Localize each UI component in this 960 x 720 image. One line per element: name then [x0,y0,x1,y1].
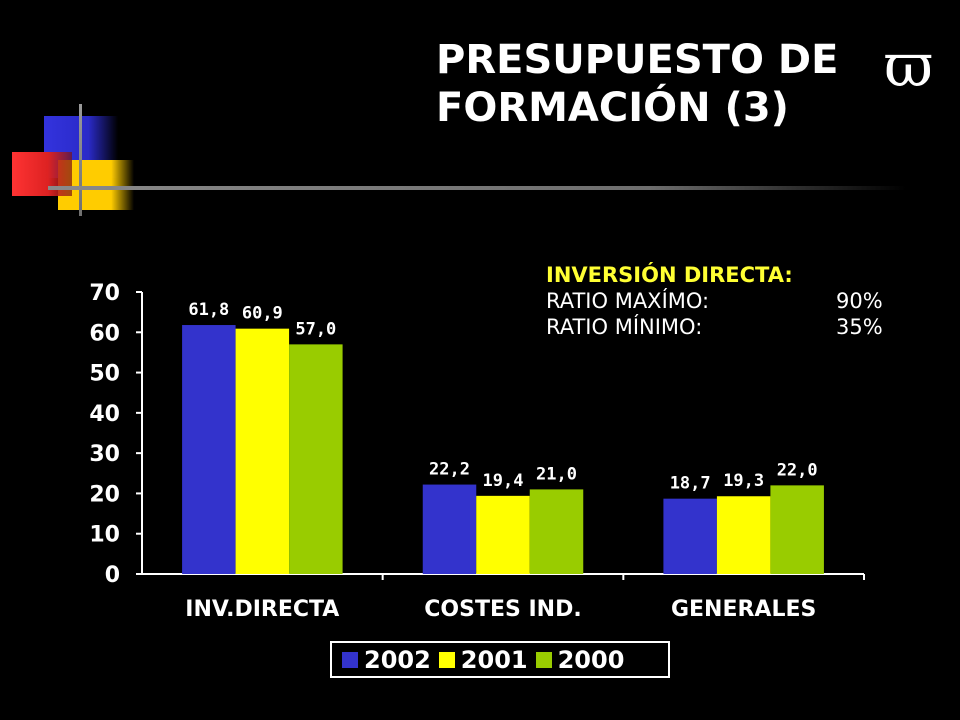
data-label-2000-0: 57,0 [295,319,336,339]
y-tick-label: 10 [89,523,120,548]
data-label-2001-2: 19,3 [723,471,764,491]
data-label-2002-0: 61,8 [188,300,229,320]
y-tick-label: 50 [89,362,120,387]
y-tick-label: 60 [89,321,120,346]
legend-item-2002: 2002 [342,646,431,674]
bar-2001-2 [717,496,771,574]
legend-swatch-2000 [536,652,552,668]
y-tick-label: 70 [89,281,120,306]
legend-swatch-2001 [439,652,455,668]
data-label-2002-2: 18,7 [670,474,711,494]
legend-item-2001: 2001 [439,646,528,674]
bar-2002-2 [663,499,717,574]
category-label-1: COSTES IND. [424,597,581,622]
bar-2000-2 [770,485,824,574]
y-tick-label: 30 [89,442,120,467]
y-tick-label: 20 [89,482,120,507]
legend-label-2000: 2000 [558,646,625,674]
category-label-2: GENERALES [671,597,816,622]
data-label-2000-2: 22,0 [777,460,818,480]
y-tick-label: 0 [105,563,120,588]
data-label-2001-1: 19,4 [483,471,524,491]
bar-2002-0 [182,325,236,574]
bar-2001-1 [476,496,530,574]
legend-swatch-2002 [342,652,358,668]
category-label-0: INV.DIRECTA [185,597,339,622]
bar-2001-0 [236,329,289,574]
bar-chart: 0 10 20 30 40 50 60 70 61,8 60,9 57,0 INV.DIRECTA 22… [0,0,960,720]
bar-2000-1 [530,489,584,574]
y-tick-label: 40 [89,402,120,427]
data-label-2002-1: 22,2 [429,460,470,480]
legend-item-2000: 2000 [536,646,625,674]
chart-legend: 2002 2001 2000 [330,641,670,678]
data-label-2001-0: 60,9 [242,304,283,324]
bar-2002-1 [423,485,477,574]
bar-2000-0 [289,344,343,574]
legend-label-2002: 2002 [364,646,431,674]
data-label-2000-1: 21,0 [536,464,577,484]
legend-label-2001: 2001 [461,646,528,674]
